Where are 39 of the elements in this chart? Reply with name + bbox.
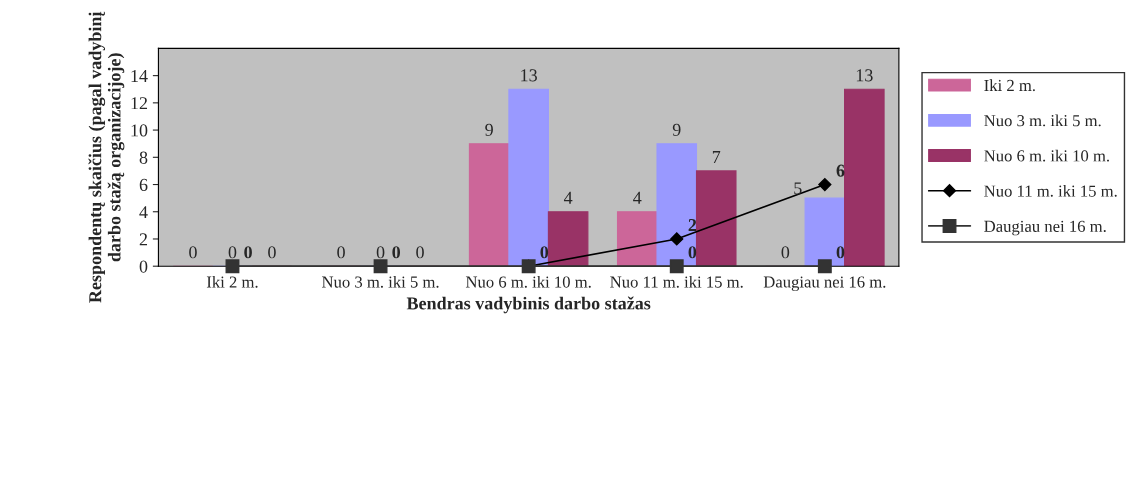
data-label: 13	[521, 69, 537, 82]
x-tick-label: Iki 2 m.	[206, 275, 258, 288]
data-label: 13	[856, 69, 873, 82]
data-label: 9	[485, 123, 493, 136]
data-label: 0	[268, 246, 276, 259]
data-label: 0	[416, 246, 424, 259]
y-tick-label: 8	[139, 151, 148, 164]
x-axis-title: Bendras vadybinis darbo stažas	[406, 296, 651, 314]
x-tick-label: Nuo 11 m. iki 15 m.	[610, 275, 743, 288]
data-label: 2	[688, 219, 697, 231]
data-label: 0	[228, 246, 237, 259]
legend-label: Iki 2 m.	[984, 79, 1035, 92]
data-label: 7	[712, 151, 721, 163]
legend-label: Nuo 11 m. iki 15 m.	[984, 184, 1117, 197]
y-tick-label: 10	[131, 124, 148, 137]
y-tick-label: 14	[131, 69, 148, 82]
data-label: 0	[376, 246, 385, 259]
y-tick-label: 6	[139, 178, 148, 191]
data-label: 0	[540, 246, 549, 259]
data-label: 4	[563, 191, 573, 204]
legend-label: Daugiau nei 16 m.	[984, 220, 1106, 236]
legend-label: Nuo 3 m. iki 5 m.	[984, 114, 1101, 127]
legend-label: Nuo 6 m. iki 10 m.	[984, 149, 1109, 162]
y-tick-label: 2	[139, 233, 148, 246]
y-tick-label: 12	[131, 97, 148, 110]
y-tick-label: 4	[139, 206, 148, 219]
x-tick-label: Nuo 3 m. iki 5 m.	[322, 275, 439, 288]
data-label: 5	[794, 182, 802, 195]
data-label: 0	[392, 246, 401, 259]
y-axis-title: Respondentų skaičius (pagal vadybinį darbo stažą organizacijoje)	[88, 11, 125, 303]
x-tick-label: Nuo 6 m. iki 10 m.	[465, 275, 591, 288]
data-label: 9	[672, 123, 681, 136]
data-label: 0	[337, 246, 345, 259]
data-label: 4	[633, 191, 642, 204]
data-label: 0	[781, 246, 790, 259]
x-tick-label: Daugiau nei 16 m.	[763, 276, 886, 292]
data-label: 0	[189, 246, 197, 259]
y-tick-label: 0	[139, 260, 148, 273]
data-label: 0	[244, 246, 252, 259]
